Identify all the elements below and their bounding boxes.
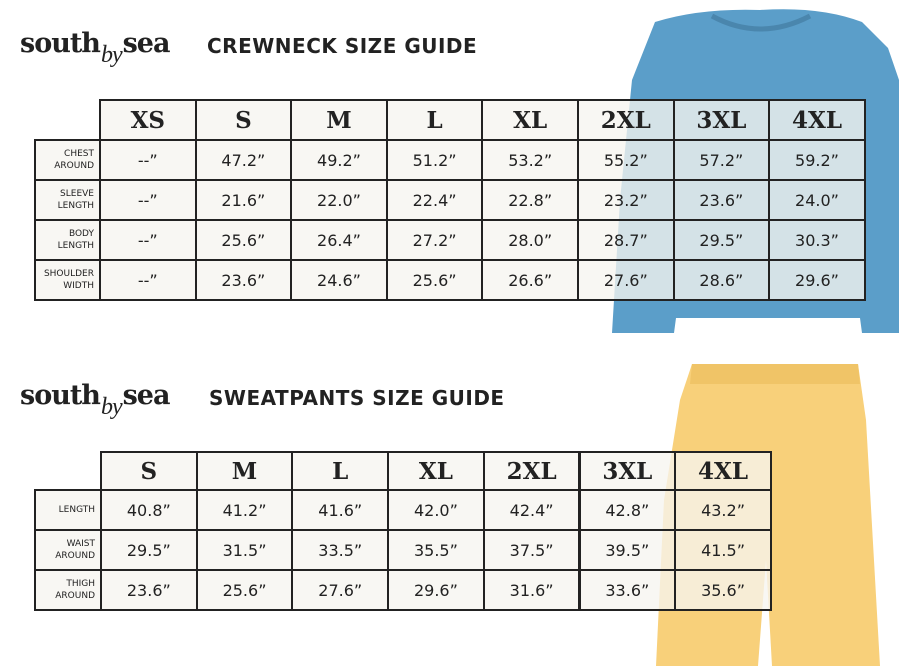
measurement: 25.6” (194, 219, 293, 261)
measurement: 33.6” (578, 569, 677, 611)
row-label: BODY LENGTH (34, 219, 101, 261)
measurement: 25.6” (195, 569, 294, 611)
brand-text: by (100, 394, 123, 420)
row-label: WAIST AROUND (34, 529, 102, 571)
row-label: SHOULDER WIDTH (34, 259, 101, 301)
brand-text: by (100, 42, 123, 68)
measurement: 42.0” (387, 489, 485, 531)
size-header: XL (387, 451, 485, 491)
measurement: 41.6” (291, 489, 390, 531)
measurement: 29.5” (100, 529, 198, 571)
measurement: 27.2” (385, 219, 484, 261)
measurement: 22.0” (290, 179, 388, 221)
size-header: XS (99, 99, 197, 141)
measurement: 22.4” (385, 179, 484, 221)
measurement: 29.6” (768, 259, 866, 301)
measurement: 53.2” (481, 139, 579, 181)
brand-logo: southbysea (20, 380, 171, 420)
measurement: 27.6” (577, 259, 675, 301)
measurement: 39.5” (578, 529, 677, 571)
measurement: 31.5” (195, 529, 294, 571)
measurement: 42.4” (482, 489, 581, 531)
row-label: LENGTH (34, 489, 102, 531)
measurement: 49.2” (290, 139, 388, 181)
size-header: 3XL (578, 451, 677, 491)
measurement: 33.5” (291, 529, 390, 571)
measurement: --” (99, 179, 197, 221)
measurement: 29.5” (672, 219, 771, 261)
measurement: 23.6” (100, 569, 198, 611)
measurement: 51.2” (385, 139, 484, 181)
measurement: 57.2” (672, 139, 771, 181)
measurement: 23.6” (672, 179, 771, 221)
sweatshirt-collar (710, 13, 812, 32)
sweatpants-waistband (690, 364, 860, 384)
measurement: 23.2” (577, 179, 675, 221)
measurement: 28.7” (577, 219, 675, 261)
measurement: 28.6” (672, 259, 771, 301)
measurement: --” (99, 139, 197, 181)
measurement: 21.6” (194, 179, 293, 221)
row-label: SLEEVE LENGTH (34, 179, 101, 221)
measurement: 23.6” (194, 259, 293, 301)
brand-text: sea (122, 380, 171, 411)
measurement: 37.5” (482, 529, 581, 571)
measurement: 40.8” (100, 489, 198, 531)
size-header: L (385, 99, 484, 141)
brand-text: sea (122, 28, 171, 59)
measurement: --” (99, 259, 197, 301)
measurement: 30.3” (768, 219, 866, 261)
size-header: M (290, 99, 388, 141)
measurement: 29.6” (387, 569, 485, 611)
measurement: 28.0” (481, 219, 579, 261)
size-header: S (194, 99, 293, 141)
measurement: 35.5” (387, 529, 485, 571)
measurement: 26.4” (290, 219, 388, 261)
size-header: XL (481, 99, 579, 141)
measurement: 26.6” (481, 259, 579, 301)
size-header: L (291, 451, 390, 491)
size-header: S (100, 451, 198, 491)
size-header: 3XL (672, 99, 771, 141)
row-label: CHEST AROUND (34, 139, 101, 181)
size-header: M (195, 451, 294, 491)
brand-text: south (20, 28, 101, 59)
section-title: SWEATPANTS SIZE GUIDE (209, 386, 505, 410)
measurement: 41.2” (195, 489, 294, 531)
brand-logo: southbysea (20, 28, 171, 68)
measurement: 22.8” (481, 179, 579, 221)
size-header: 2XL (577, 99, 675, 141)
measurement: 31.6” (482, 569, 581, 611)
section-title: CREWNECK SIZE GUIDE (207, 34, 478, 58)
size-header: 2XL (482, 451, 581, 491)
row-label: THIGH AROUND (34, 569, 102, 611)
measurement: 41.5” (674, 529, 772, 571)
measurement: 25.6” (385, 259, 484, 301)
size-header: 4XL (768, 99, 866, 141)
size-header: 4XL (674, 451, 772, 491)
measurement: 42.8” (578, 489, 677, 531)
measurement: --” (99, 219, 197, 261)
measurement: 55.2” (577, 139, 675, 181)
measurement: 27.6” (291, 569, 390, 611)
measurement: 47.2” (194, 139, 293, 181)
brand-text: south (20, 380, 101, 411)
measurement: 24.0” (768, 179, 866, 221)
measurement: 35.6” (674, 569, 772, 611)
measurement: 43.2” (674, 489, 772, 531)
measurement: 59.2” (768, 139, 866, 181)
measurement: 24.6” (290, 259, 388, 301)
